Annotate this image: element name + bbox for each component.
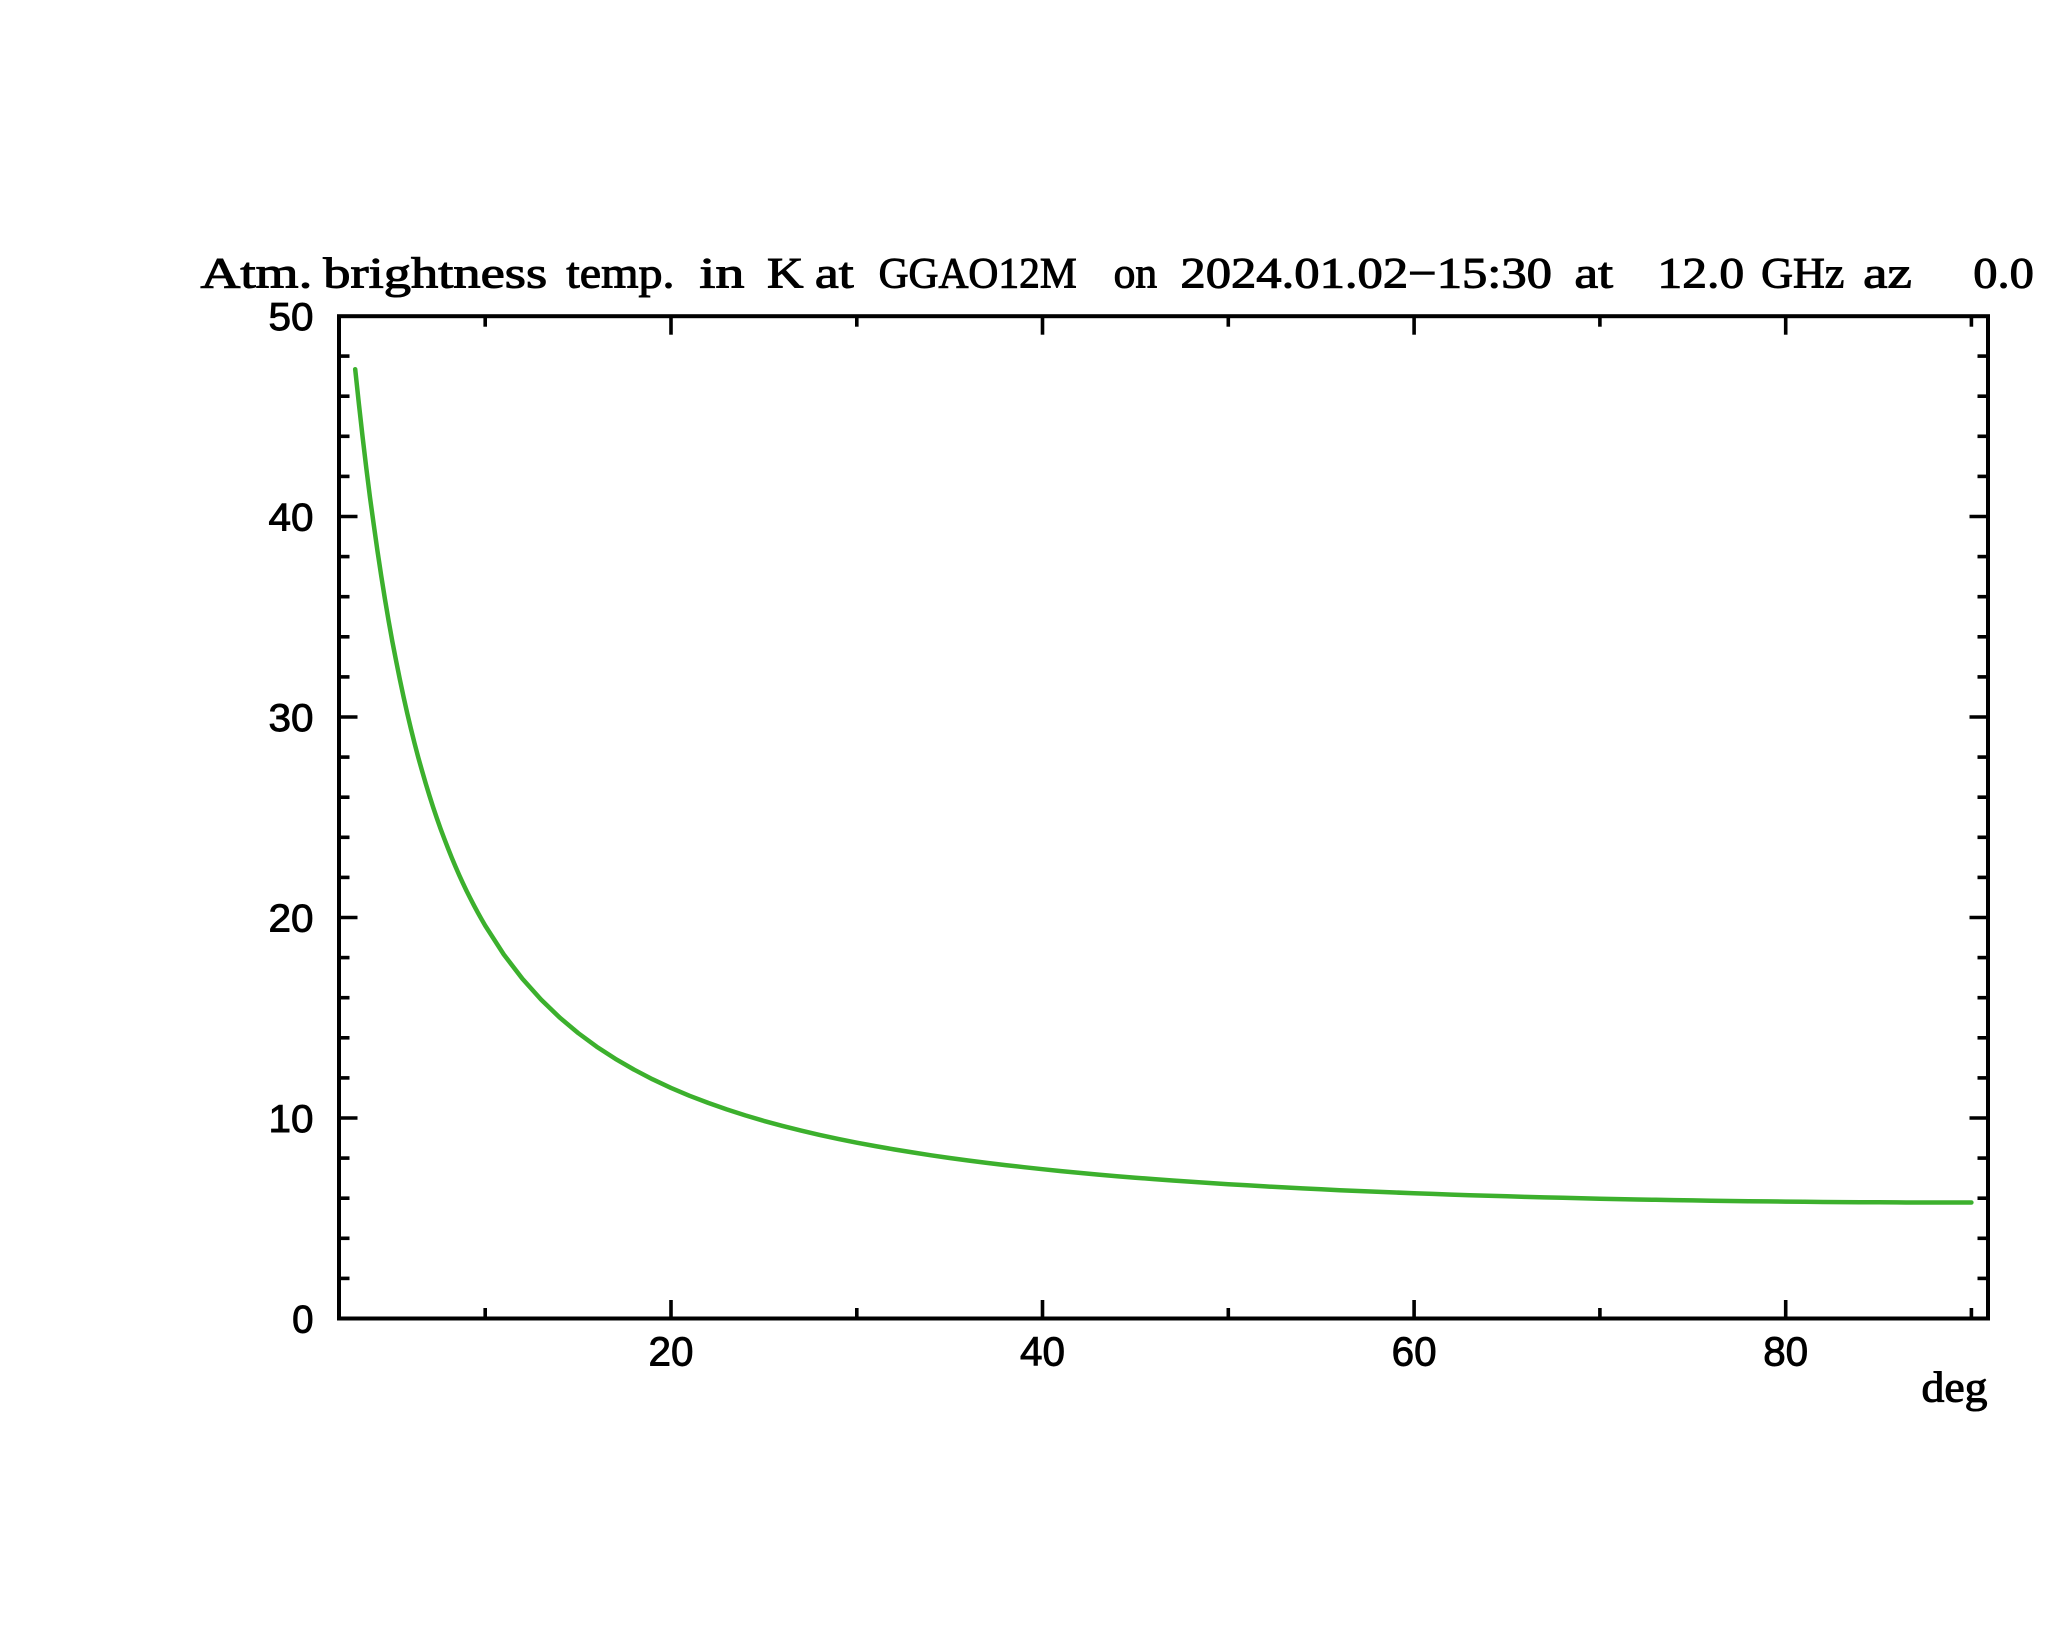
svg-text:20: 20	[269, 898, 314, 941]
svg-text:on: on	[1114, 251, 1158, 298]
svg-text:10: 10	[269, 1098, 314, 1141]
svg-text:30: 30	[269, 697, 314, 740]
svg-text:at: at	[815, 251, 854, 298]
svg-text:50: 50	[269, 296, 314, 339]
svg-text:0: 0	[292, 1299, 313, 1342]
svg-text:deg: deg	[1922, 1365, 1988, 1412]
svg-text:temp.: temp.	[566, 251, 674, 298]
svg-text:0.0: 0.0	[1973, 251, 2034, 298]
svg-text:in: in	[699, 251, 744, 298]
svg-text:60: 60	[1392, 1328, 1437, 1374]
svg-text:at: at	[1574, 251, 1613, 298]
svg-text:80: 80	[1763, 1328, 1808, 1374]
svg-text:K: K	[767, 251, 804, 298]
svg-text:2024.01.02−15:30: 2024.01.02−15:30	[1180, 251, 1552, 298]
svg-text:brightness: brightness	[323, 251, 547, 298]
svg-text:40: 40	[1020, 1328, 1065, 1374]
svg-text:12.0: 12.0	[1657, 251, 1744, 298]
svg-text:40: 40	[269, 497, 314, 540]
svg-text:Atm.: Atm.	[201, 251, 313, 298]
svg-text:20: 20	[649, 1328, 694, 1374]
svg-text:GHz: GHz	[1761, 251, 1844, 298]
svg-text:az: az	[1863, 251, 1912, 298]
svg-text:GGAO12M: GGAO12M	[879, 251, 1077, 298]
